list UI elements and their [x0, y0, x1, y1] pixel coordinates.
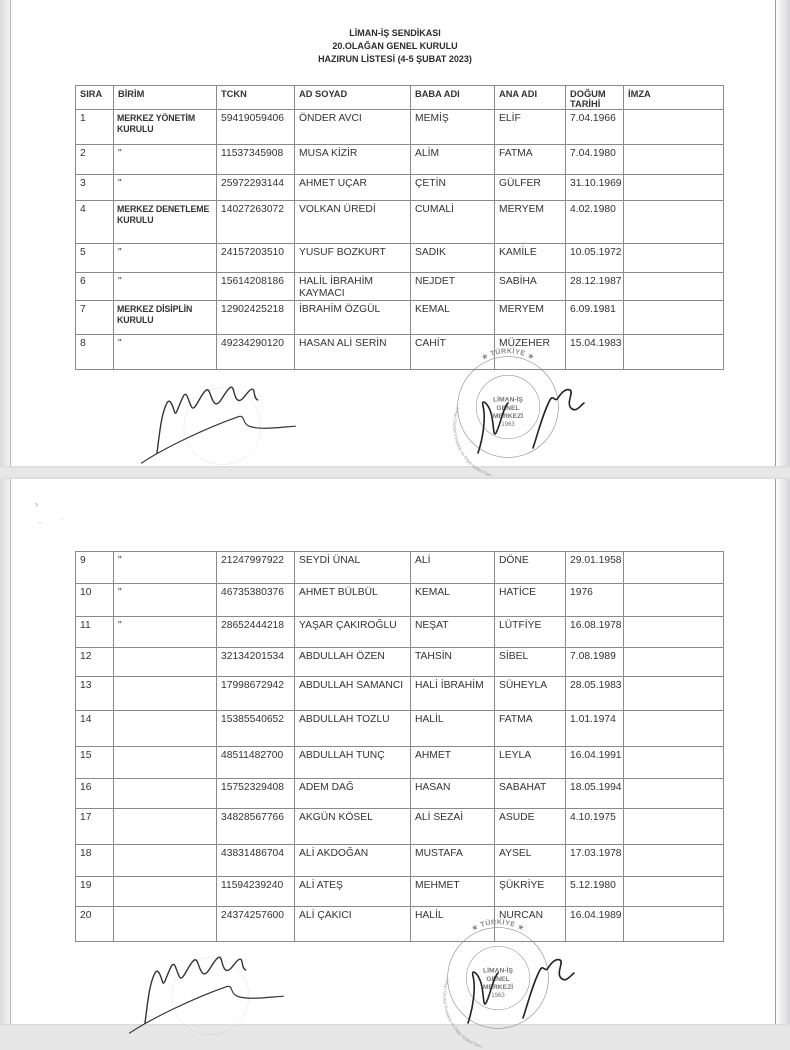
svg-text:★ TÜRKİYE ★: ★ TÜRKİYE ★ [480, 347, 536, 362]
svg-text:★ TÜRKİYE ★: ★ TÜRKİYE ★ [470, 918, 526, 933]
